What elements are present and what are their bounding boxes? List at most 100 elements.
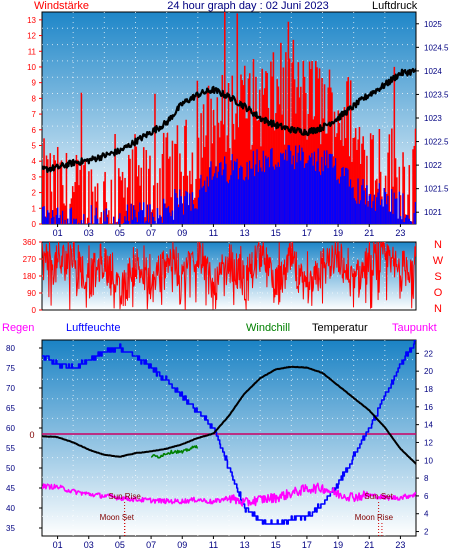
y-tick-label: 50	[6, 464, 15, 473]
y-tick-label: 45	[6, 484, 15, 493]
x-tick-label: 05	[115, 228, 125, 238]
y-tick-label: 8	[424, 474, 429, 483]
y-tick-label: 4	[424, 510, 429, 519]
gust-bar	[111, 180, 113, 224]
gust-bar	[84, 160, 86, 224]
y-tick-label: 1021.5	[424, 185, 449, 194]
y-tick-label: 1023	[424, 114, 442, 123]
y-tick-label: 13	[27, 16, 36, 25]
event-label: Moon Rise	[355, 513, 394, 522]
gust-bar	[114, 134, 116, 224]
wind-bar	[154, 221, 156, 224]
y-tick-label: 4	[32, 157, 37, 166]
y-tick-label: 90	[27, 289, 36, 298]
compass-label: O	[434, 287, 443, 299]
wind-bar	[97, 219, 99, 224]
y-tick-label: 65	[6, 404, 15, 413]
temperature-label: Temperatur	[312, 322, 368, 334]
y-tick-label: 40	[6, 504, 15, 513]
y-tick-label: 55	[6, 444, 15, 453]
x-tick-label: 17	[302, 228, 312, 238]
x-tick-label: 19	[333, 228, 343, 238]
y-tick-label: 9	[32, 79, 37, 88]
gust-bar	[97, 183, 99, 224]
y-tick-label: 2	[424, 528, 429, 537]
rain-zero-label: 0	[29, 430, 34, 440]
gust-bar	[108, 210, 110, 224]
x-tick-label: 11	[209, 228, 218, 238]
x-tick-label: 15	[271, 228, 281, 238]
y-tick-label: 1	[32, 204, 37, 213]
event-label: Sun Rise	[108, 492, 141, 501]
x-tick-label: 07	[146, 228, 156, 238]
windchill-label: Windchill	[246, 322, 290, 334]
x-tick-label: 15	[271, 540, 281, 550]
x-tick-label: 19	[333, 540, 343, 550]
y-tick-label: 360	[23, 238, 37, 247]
x-tick-label: 17	[302, 540, 312, 550]
event-label: Sun Set	[364, 492, 393, 501]
y-tick-label: 7	[32, 110, 37, 119]
y-tick-label: 80	[6, 344, 15, 353]
y-tick-label: 1022	[424, 161, 442, 170]
x-tick-label: 03	[84, 540, 94, 550]
y-tick-label: 1022.5	[424, 138, 449, 147]
compass-label: N	[434, 303, 442, 315]
y-tick-label: 12	[27, 32, 36, 41]
x-tick-label: 07	[146, 540, 156, 550]
gust-bar	[92, 192, 94, 224]
y-tick-label: 6	[424, 492, 429, 501]
wind-bar	[88, 223, 90, 224]
x-tick-label: 05	[115, 540, 125, 550]
chart-title: 24 hour graph day : 02 Juni 2023	[167, 0, 328, 12]
y-tick-label: 11	[28, 47, 37, 56]
wind-direction-axis: 0 90 180 270 360	[23, 238, 42, 315]
y-tick-label: 16	[424, 403, 433, 412]
y-tick-label: 20	[424, 367, 433, 376]
y-tick-label: 8	[32, 94, 37, 103]
humidity-temperature-plot-area	[42, 340, 416, 536]
wind-bar	[67, 219, 69, 224]
y-tick-label: 5	[32, 141, 37, 150]
x-tick-label: 13	[240, 228, 250, 238]
x-tick-label: 23	[395, 228, 405, 238]
y-tick-label: 270	[23, 255, 37, 264]
gust-bar	[409, 165, 411, 224]
x-tick-label: 21	[364, 540, 374, 550]
x-tick-label: 09	[177, 228, 187, 238]
x-tick-label: 13	[240, 540, 250, 550]
y-tick-label: 1023.5	[424, 90, 449, 99]
y-tick-label: 75	[6, 364, 15, 373]
y-tick-label: 10	[424, 456, 433, 465]
y-tick-label: 22	[424, 349, 433, 358]
y-tick-label: 0	[32, 220, 37, 229]
y-tick-label: 18	[424, 385, 433, 394]
compass-label: W	[433, 255, 444, 267]
gust-bar	[389, 134, 391, 224]
x-tick-label: 23	[395, 540, 405, 550]
rain-label: Regen	[2, 322, 34, 334]
pressure-label: Luftdruck	[372, 0, 418, 12]
gust-bar	[154, 94, 156, 224]
y-tick-label: 12	[424, 438, 433, 447]
y-tick-label: 0	[32, 306, 37, 315]
y-tick-label: 1024.5	[424, 43, 449, 52]
x-tick-label: 09	[177, 540, 187, 550]
y-tick-label: 1021	[424, 208, 442, 217]
event-label: Moon Set	[100, 513, 135, 522]
dewpoint-label: Taupunkt	[392, 322, 437, 334]
gust-bar	[88, 171, 90, 224]
y-tick-label: 1024	[424, 67, 442, 76]
y-tick-label: 180	[23, 272, 37, 281]
y-tick-label: 35	[6, 524, 15, 533]
compass-label: S	[434, 271, 441, 283]
wind-bar	[81, 220, 83, 224]
x-tick-label: 01	[53, 228, 63, 238]
x-tick-label: 03	[84, 228, 94, 238]
pressure-axis: 1021 1021.5 1022 1022.5 1023 1023.5 1024 1024.5…	[416, 20, 449, 217]
